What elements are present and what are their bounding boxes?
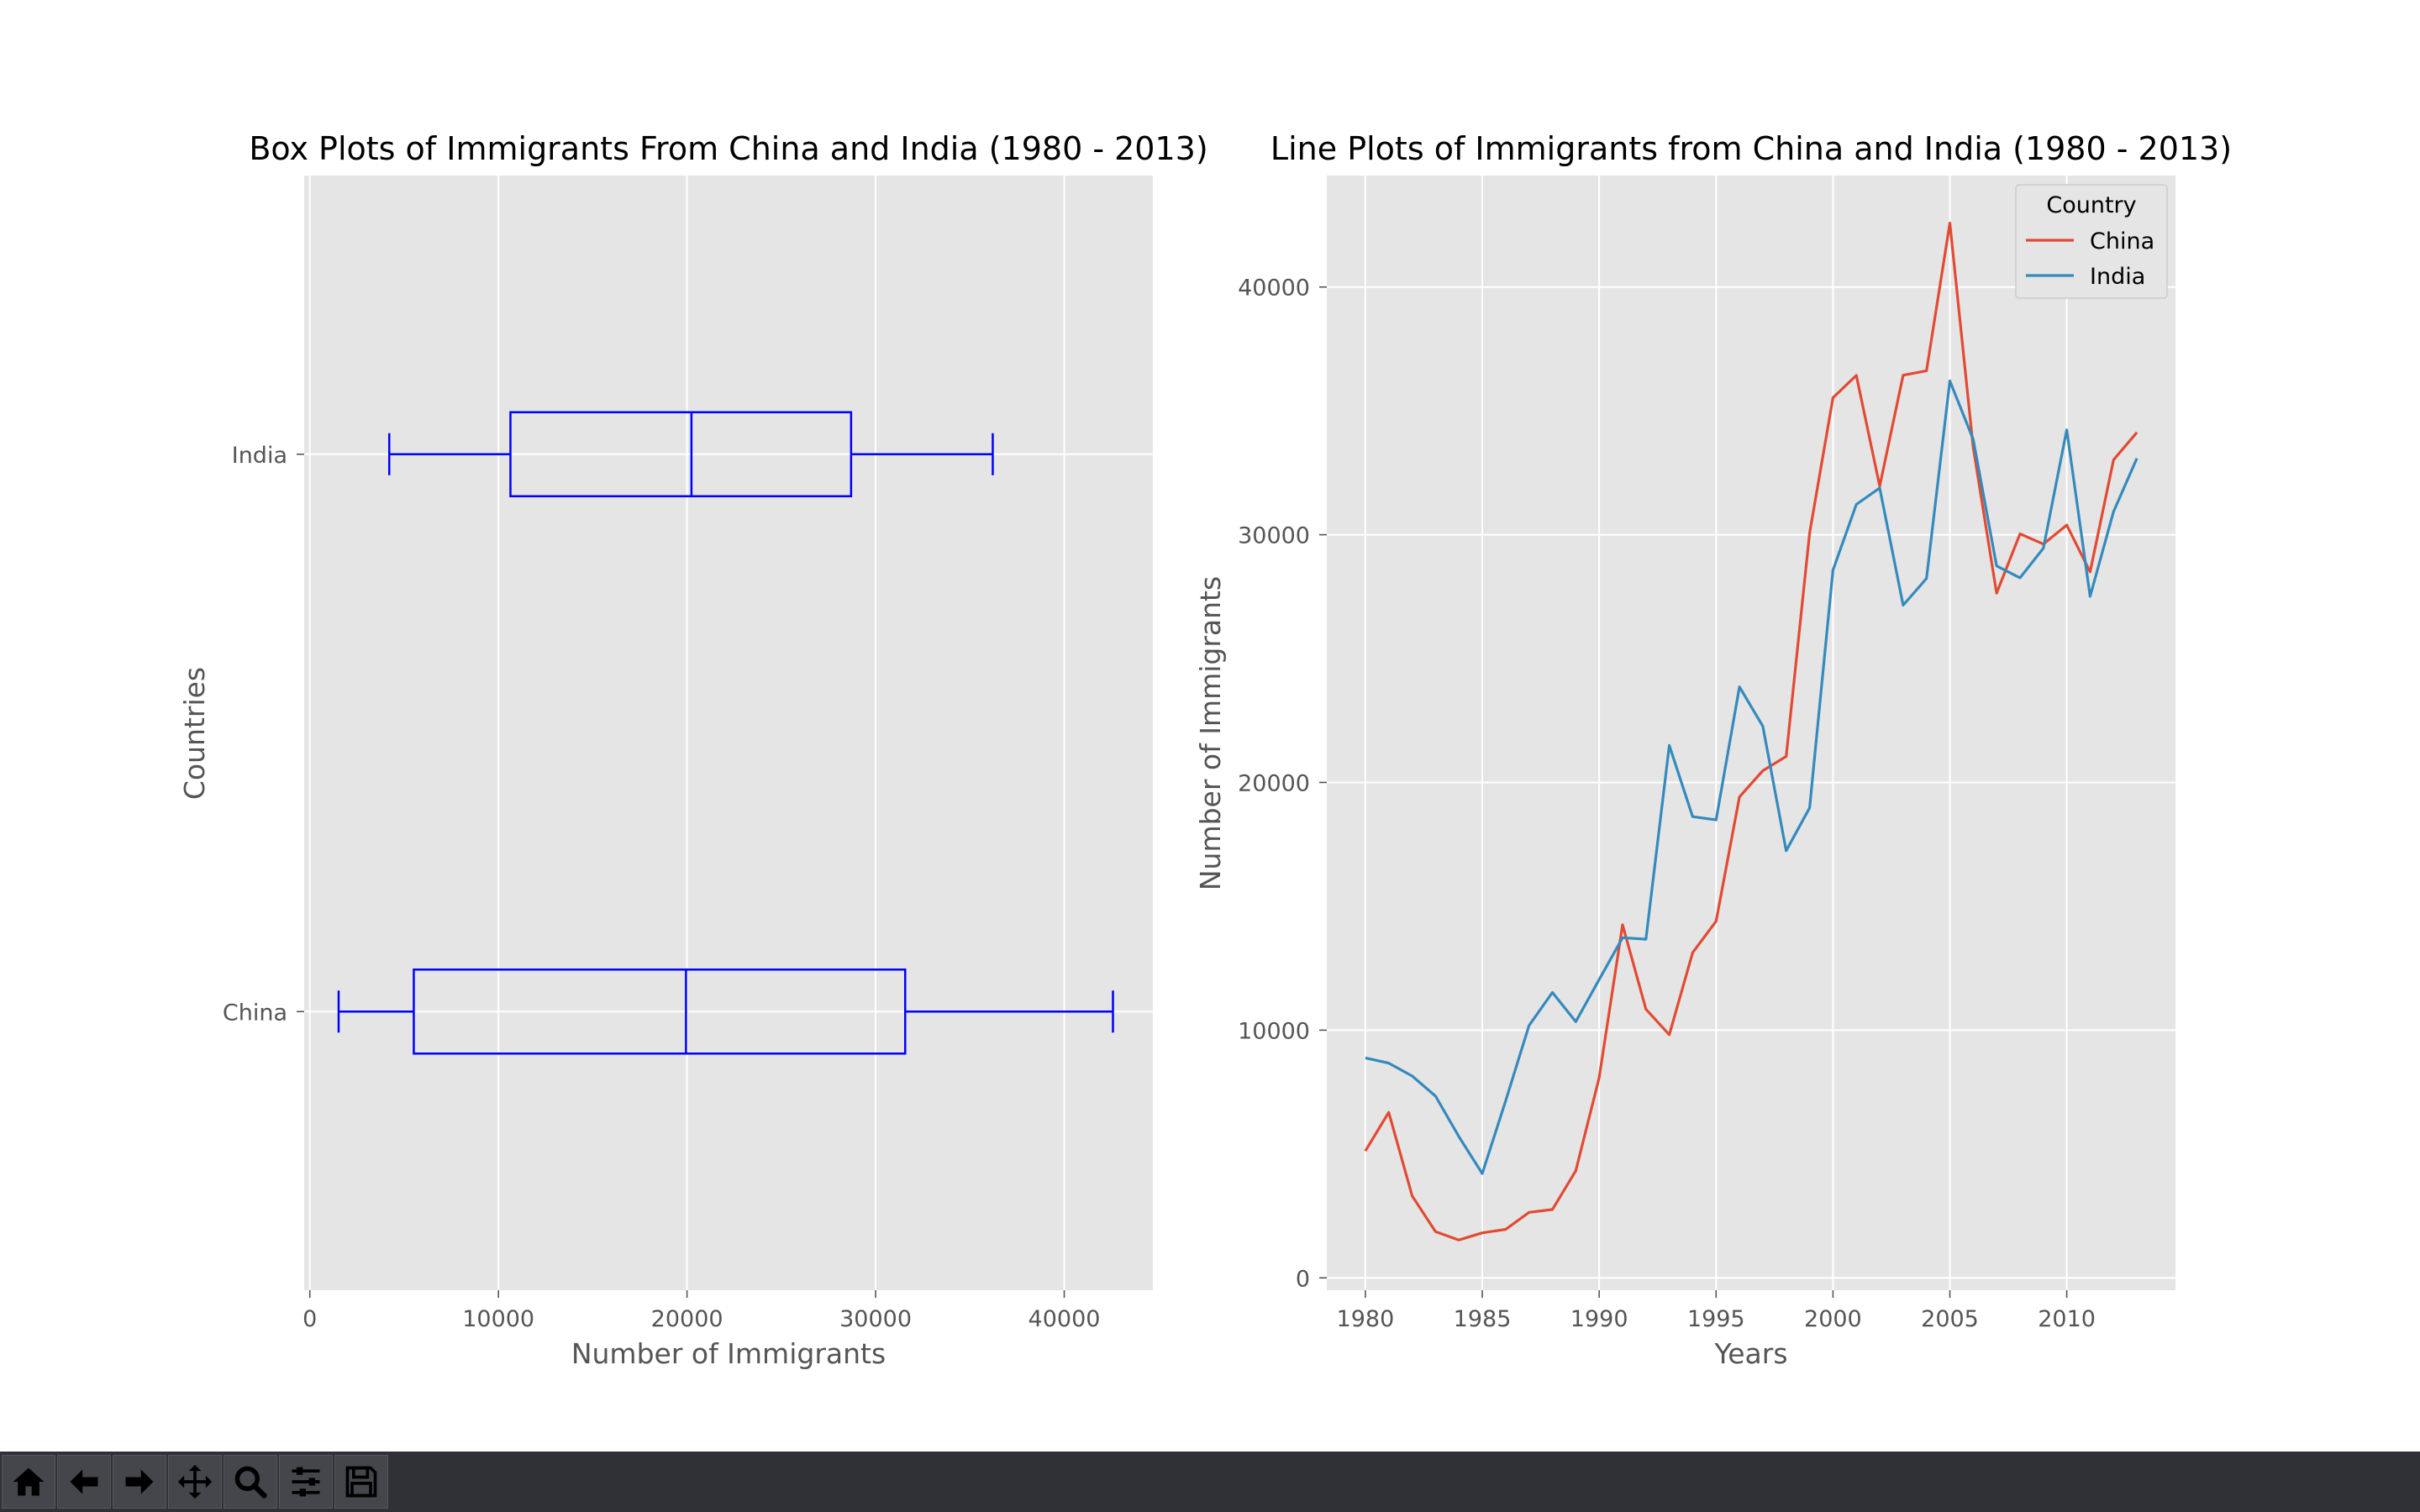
sliders-icon <box>292 1467 320 1497</box>
magnifier-icon <box>234 1466 267 1499</box>
back-button[interactable] <box>57 1455 111 1509</box>
legend-title: Country <box>2046 192 2136 218</box>
box-plot-area <box>304 176 1153 1290</box>
legend: Country China India <box>2015 184 2168 299</box>
line-x-tick-label: 1985 <box>1454 1306 1512 1332</box>
box-x-tick-label: 0 <box>302 1306 317 1332</box>
legend-frame <box>2015 184 2168 299</box>
line-plot-series <box>1364 221 2139 1242</box>
line-plot-axes: 1980 1985 1990 1995 2000 2005 2010 0 10000 20000… <box>1194 130 2232 1370</box>
forward-button[interactable] <box>113 1455 166 1509</box>
box-x-tick-label: 20000 <box>651 1306 723 1332</box>
box-plot-marks <box>337 411 1114 1055</box>
box-india <box>387 411 994 497</box>
line-plot-y-label: Number of Immigrants <box>1194 576 1227 890</box>
box-x-tick-label: 10000 <box>462 1306 534 1332</box>
line-y-tick-label: 30000 <box>1238 523 1310 549</box>
box-plot-title: Box Plots of Immigrants From China and I… <box>249 130 1207 167</box>
line-plot-grid <box>1327 176 2175 1290</box>
line-plot-title: Line Plots of Immigrants from China and … <box>1270 130 2232 167</box>
arrow-left-icon <box>70 1469 98 1494</box>
box-x-tick-label: 30000 <box>839 1306 912 1332</box>
line-y-tick-label: 40000 <box>1238 276 1310 302</box>
configure-subplots-button[interactable] <box>279 1455 333 1509</box>
line-plot-y-ticks: 0 10000 20000 30000 40000 <box>1238 276 1327 1292</box>
line-plot-x-ticks: 1980 1985 1990 1995 2000 2005 2010 <box>1337 1290 2096 1332</box>
save-button[interactable] <box>334 1455 388 1509</box>
box-china <box>337 969 1114 1055</box>
pan-button[interactable] <box>168 1455 222 1509</box>
home-icon <box>13 1467 45 1496</box>
toolbar <box>0 1452 2420 1512</box>
box-y-tick-label: China <box>223 1000 287 1026</box>
series-line-india <box>1365 379 2139 1175</box>
legend-items: China India <box>2026 228 2154 290</box>
zoom-button[interactable] <box>224 1455 277 1509</box>
line-y-tick-label: 10000 <box>1238 1018 1310 1044</box>
box-x-tick-label: 40000 <box>1028 1306 1101 1332</box>
box-plot-y-label: Countries <box>178 667 211 800</box>
box-plot-x-label: Number of Immigrants <box>571 1337 886 1370</box>
box-plot-y-ticks: China India <box>223 443 304 1026</box>
line-x-tick-label: 2010 <box>2038 1306 2096 1332</box>
legend-label-india: India <box>2090 264 2145 290</box>
floppy-disk-icon <box>345 1466 377 1498</box>
box-y-tick-label: India <box>232 443 287 469</box>
line-x-tick-label: 1995 <box>1687 1306 1745 1332</box>
line-x-tick-label: 2000 <box>1804 1306 1862 1332</box>
line-x-tick-label: 1990 <box>1570 1306 1628 1332</box>
line-y-tick-label: 20000 <box>1238 770 1310 796</box>
box-plot-x-ticks: 0 10000 20000 30000 40000 <box>302 1290 1100 1332</box>
arrow-right-icon <box>125 1469 154 1494</box>
home-button[interactable] <box>2 1455 55 1509</box>
series-line-china <box>1364 221 2139 1242</box>
box-plot-axes: 0 10000 20000 30000 40000 China India Box Plo… <box>178 130 1208 1370</box>
line-y-tick-label: 0 <box>1296 1266 1310 1292</box>
line-plot-x-label: Years <box>1713 1337 1787 1370</box>
line-plot-area <box>1327 176 2175 1290</box>
move-icon <box>177 1464 213 1499</box>
legend-label-china: China <box>2090 228 2154 255</box>
line-x-tick-label: 2005 <box>1921 1306 1979 1332</box>
line-x-tick-label: 1980 <box>1337 1306 1395 1332</box>
